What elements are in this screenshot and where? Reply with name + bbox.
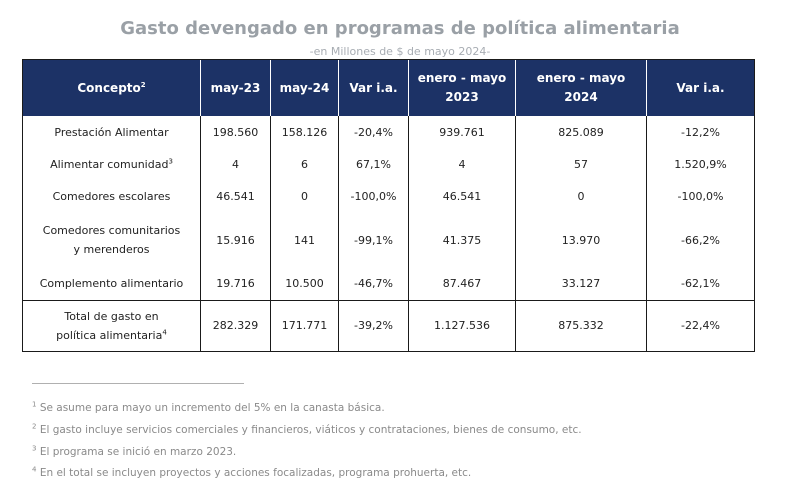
cell-may23: 15.916 bbox=[200, 212, 271, 268]
cell-concepto: Complemento alimentario bbox=[22, 268, 201, 301]
cell-may24: 141 bbox=[270, 212, 339, 268]
footnote: 1 Se asume para mayo un incremento del 5… bbox=[32, 400, 385, 414]
footnote-ref: 4 bbox=[162, 327, 167, 336]
cell-may24: 10.500 bbox=[270, 268, 339, 301]
cell-var-ia: 67,1% bbox=[338, 148, 409, 180]
footnote: 3 El programa se inició en marzo 2023. bbox=[32, 444, 237, 458]
cell-var-ia-cum: -66,2% bbox=[646, 212, 755, 268]
cell-may23: 46.541 bbox=[200, 180, 271, 212]
cell-may24: 0 bbox=[270, 180, 339, 212]
cell-concepto: Prestación Alimentar bbox=[22, 116, 201, 148]
cell-concepto: Total de gasto en política alimentaria4 bbox=[22, 300, 201, 352]
header-may23: may-23 bbox=[200, 59, 271, 116]
footnote-ref: 3 bbox=[168, 156, 173, 165]
table-row: Complemento alimentario 19.716 10.500 -4… bbox=[22, 268, 755, 301]
table-subtitle: -en Millones de $ de mayo 2024- bbox=[309, 45, 491, 58]
cell-ene-may-2023: 939.761 bbox=[408, 116, 516, 148]
cell-may24: 171.771 bbox=[270, 300, 339, 352]
cell-var-ia-cum: -100,0% bbox=[646, 180, 755, 212]
header-var-ia-cumulative: Var i.a. bbox=[646, 59, 755, 116]
table-row: Prestación Alimentar 198.560 158.126 -20… bbox=[22, 116, 755, 148]
cell-var-ia-cum: -12,2% bbox=[646, 116, 755, 148]
cell-ene-may-2024: 57 bbox=[515, 148, 647, 180]
header-ene-may-2024: enero - mayo 2024 bbox=[515, 59, 647, 116]
header-may24: may-24 bbox=[270, 59, 339, 116]
header-var-ia-monthly: Var i.a. bbox=[338, 59, 409, 116]
cell-concepto: Alimentar comunidad3 bbox=[22, 148, 201, 180]
cell-ene-may-2024: 825.089 bbox=[515, 116, 647, 148]
cell-may23: 282.329 bbox=[200, 300, 271, 352]
cell-ene-may-2024: 875.332 bbox=[515, 300, 647, 352]
cell-ene-may-2024: 13.970 bbox=[515, 212, 647, 268]
food-policy-spending-table: Concepto2 may-23 may-24 Var i.a. enero -… bbox=[22, 59, 755, 352]
cell-var-ia: -39,2% bbox=[338, 300, 409, 352]
cell-ene-may-2024: 0 bbox=[515, 180, 647, 212]
cell-concepto: Comedores comunitarios y merenderos bbox=[22, 212, 201, 268]
cell-var-ia: -99,1% bbox=[338, 212, 409, 268]
table-row: Comedores comunitarios y merenderos 15.91… bbox=[22, 212, 755, 268]
footnote: 2 El gasto incluye servicios comerciales… bbox=[32, 422, 582, 436]
table-row: Comedores escolares 46.541 0 -100,0% 46.… bbox=[22, 180, 755, 212]
cell-may23: 198.560 bbox=[200, 116, 271, 148]
footnote: 4 En el total se incluyen proyectos y ac… bbox=[32, 465, 472, 479]
cell-ene-may-2023: 1.127.536 bbox=[408, 300, 516, 352]
footnote-ref: 2 bbox=[140, 80, 146, 89]
cell-ene-may-2023: 4 bbox=[408, 148, 516, 180]
cell-ene-may-2023: 41.375 bbox=[408, 212, 516, 268]
cell-may23: 19.716 bbox=[200, 268, 271, 301]
cell-may24: 158.126 bbox=[270, 116, 339, 148]
cell-var-ia: -46,7% bbox=[338, 268, 409, 301]
cell-ene-may-2023: 87.467 bbox=[408, 268, 516, 301]
cell-var-ia-cum: -22,4% bbox=[646, 300, 755, 352]
table-title: Gasto devengado en programas de política… bbox=[120, 18, 680, 39]
header-concepto: Concepto2 bbox=[22, 59, 201, 116]
header-row: Concepto2 may-23 may-24 Var i.a. enero -… bbox=[22, 59, 755, 116]
cell-ene-may-2023: 46.541 bbox=[408, 180, 516, 212]
cell-may24: 6 bbox=[270, 148, 339, 180]
cell-var-ia: -20,4% bbox=[338, 116, 409, 148]
cell-ene-may-2024: 33.127 bbox=[515, 268, 647, 301]
cell-may23: 4 bbox=[200, 148, 271, 180]
cell-var-ia: -100,0% bbox=[338, 180, 409, 212]
header-ene-may-2023: enero - mayo 2023 bbox=[408, 59, 516, 116]
table-row: Alimentar comunidad3 4 6 67,1% 4 57 1.52… bbox=[22, 148, 755, 180]
cell-var-ia-cum: -62,1% bbox=[646, 268, 755, 301]
footnote-divider bbox=[32, 383, 244, 384]
cell-var-ia-cum: 1.520,9% bbox=[646, 148, 755, 180]
cell-concepto: Comedores escolares bbox=[22, 180, 201, 212]
total-row: Total de gasto en política alimentaria4 2… bbox=[22, 300, 755, 352]
